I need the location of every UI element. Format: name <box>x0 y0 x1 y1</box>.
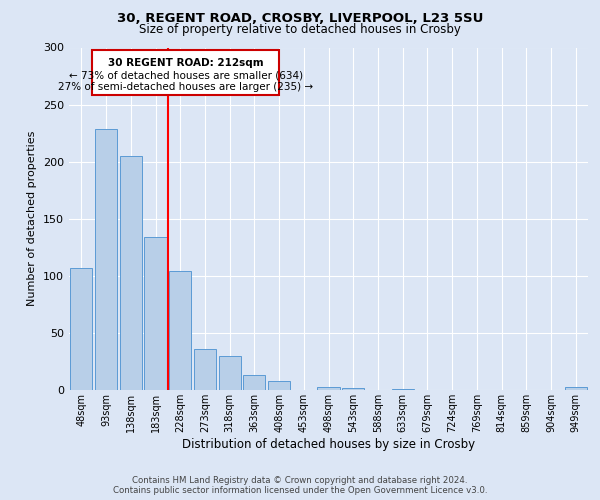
Text: Size of property relative to detached houses in Crosby: Size of property relative to detached ho… <box>139 22 461 36</box>
Bar <box>145 237 167 390</box>
Bar <box>194 349 216 390</box>
Bar <box>565 386 587 390</box>
Text: Contains public sector information licensed under the Open Government Licence v3: Contains public sector information licen… <box>113 486 487 495</box>
Bar <box>169 272 191 390</box>
Bar <box>119 156 142 390</box>
Bar <box>342 388 364 390</box>
Text: 27% of semi-detached houses are larger (235) →: 27% of semi-detached houses are larger (… <box>58 82 313 92</box>
Y-axis label: Number of detached properties: Number of detached properties <box>28 131 37 306</box>
Bar <box>268 381 290 390</box>
Text: 30, REGENT ROAD, CROSBY, LIVERPOOL, L23 5SU: 30, REGENT ROAD, CROSBY, LIVERPOOL, L23 … <box>117 12 483 26</box>
Bar <box>243 375 265 390</box>
Bar <box>70 268 92 390</box>
Bar <box>317 386 340 390</box>
Text: Contains HM Land Registry data © Crown copyright and database right 2024.: Contains HM Land Registry data © Crown c… <box>132 476 468 485</box>
X-axis label: Distribution of detached houses by size in Crosby: Distribution of detached houses by size … <box>182 438 475 450</box>
Bar <box>218 356 241 390</box>
FancyBboxPatch shape <box>92 50 279 96</box>
Bar <box>392 389 414 390</box>
Text: ← 73% of detached houses are smaller (634): ← 73% of detached houses are smaller (63… <box>69 70 303 81</box>
Text: 30 REGENT ROAD: 212sqm: 30 REGENT ROAD: 212sqm <box>108 58 263 68</box>
Bar <box>95 128 117 390</box>
